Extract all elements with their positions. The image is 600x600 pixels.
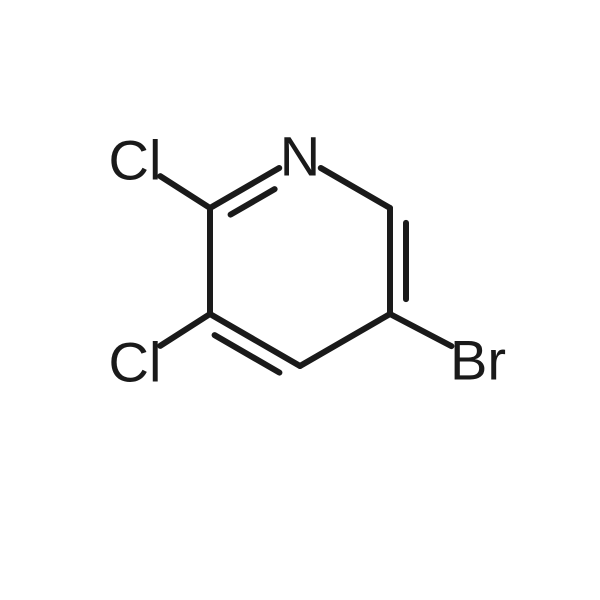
bond-line [390,314,451,346]
atom-label-layer: N Cl Cl Br [109,125,506,394]
molecule-diagram: N Cl Cl Br [0,0,600,600]
bond-line [210,168,279,208]
atom-label-cl: Cl [109,331,162,394]
bond-line [321,168,390,208]
atom-label-cl: Cl [109,129,162,192]
bond-line [215,335,280,372]
bond-layer [160,168,451,373]
atom-label-n: N [280,125,320,188]
bond-line [160,176,210,208]
bond-line [300,314,390,366]
atom-label-br: Br [450,329,506,392]
bond-line [160,314,210,346]
